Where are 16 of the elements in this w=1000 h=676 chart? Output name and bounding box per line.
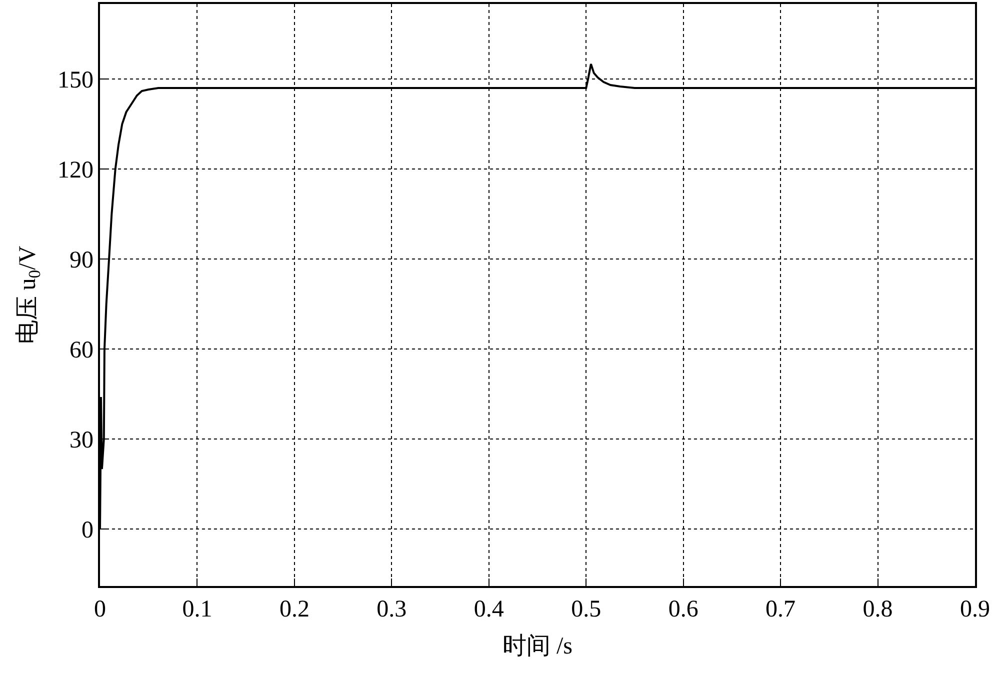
x-tick-label: 0.7 [766,596,796,623]
y-tick-label: 90 [69,247,94,274]
x-tick-label: 0.4 [474,596,504,623]
x-tick-label: 0.8 [862,596,893,623]
y-tick-label: 0 [81,517,94,544]
x-tick-label: 0.5 [571,596,602,623]
x-tick-label: 0.6 [668,596,698,623]
x-tick-label: 0.1 [182,596,212,623]
y-tick-label: 30 [69,427,94,454]
x-tick-label: 0.9 [960,596,990,623]
y-tick-label: 120 [57,157,94,184]
y-tick-label: 60 [69,337,94,364]
y-tick-label: 150 [57,67,94,94]
x-tick-label: 0.2 [279,596,310,623]
x-tick-label: 0.3 [376,596,407,623]
x-axis-title: 时间 /s [502,633,573,660]
